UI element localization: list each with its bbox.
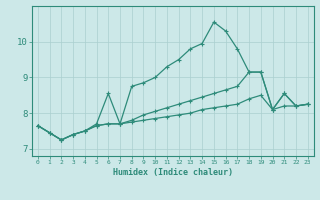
X-axis label: Humidex (Indice chaleur): Humidex (Indice chaleur) [113, 168, 233, 177]
